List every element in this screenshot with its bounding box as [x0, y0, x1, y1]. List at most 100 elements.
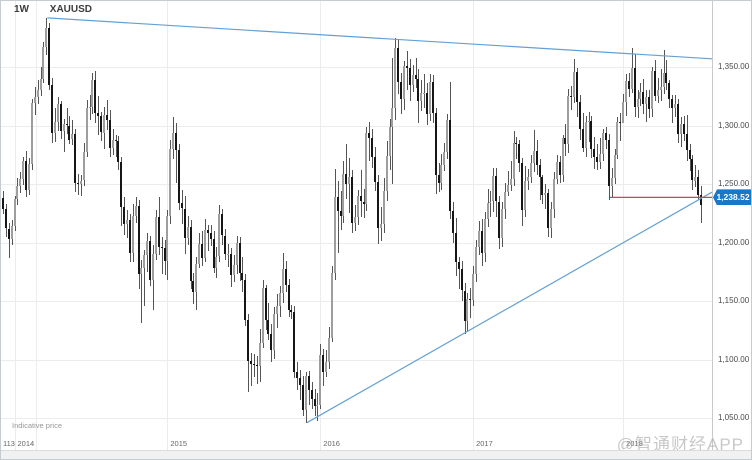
candle-wick — [406, 50, 408, 91]
candle-body — [28, 164, 30, 190]
candle-body — [137, 206, 140, 275]
candle-body — [397, 48, 400, 83]
candle-body — [426, 92, 428, 114]
candle-body — [662, 72, 665, 87]
candle-body — [154, 216, 157, 255]
candle-wick — [369, 122, 371, 161]
candle-body — [299, 378, 302, 386]
price-tick-label: 1,350.00 — [718, 62, 750, 71]
candle-body — [394, 48, 397, 108]
candle-body — [653, 70, 656, 97]
watermark: @智通财经APP — [616, 435, 744, 454]
candle-wick — [663, 49, 665, 94]
candle-body — [590, 120, 593, 149]
candle-body — [169, 148, 172, 216]
candle-body — [316, 405, 319, 407]
candle-body — [25, 160, 28, 190]
descending-resistance-trendline[interactable] — [47, 17, 712, 60]
candle-body — [472, 274, 475, 300]
candle-body — [353, 216, 356, 223]
candle-body — [4, 208, 7, 229]
candle-body — [676, 104, 679, 134]
candle-wick — [251, 352, 252, 387]
h-gridline — [1, 184, 712, 185]
candle-body — [625, 81, 627, 103]
candle-body — [564, 138, 567, 145]
candle-body — [417, 78, 420, 101]
candle-body — [152, 254, 154, 280]
year-tick-label: 2014 — [17, 439, 35, 448]
candle-wick — [657, 77, 659, 104]
candle-body — [454, 233, 457, 263]
candle-body — [201, 243, 203, 258]
candle-body — [501, 208, 503, 238]
candle-body — [700, 194, 702, 205]
candle-body — [651, 70, 653, 110]
candle-body — [157, 216, 160, 248]
candle-body — [489, 201, 492, 203]
candle-body — [267, 319, 270, 334]
candle-body — [163, 248, 166, 262]
candle-body — [227, 254, 229, 256]
candle-body — [604, 132, 607, 140]
candle-wick — [600, 138, 601, 169]
candle-wick — [539, 159, 541, 201]
candle-body — [232, 264, 235, 276]
chart-plot-area[interactable]: 1W XAUUSD Indicative price 2014 2015 2016 2… — [1, 1, 712, 450]
candle-body — [437, 174, 440, 183]
candle-body — [685, 133, 688, 151]
candle-body — [371, 138, 374, 158]
candle-body — [570, 96, 573, 98]
candle-wick — [424, 74, 426, 108]
year-tick-label: 2015 — [170, 439, 188, 448]
candle-wick — [620, 112, 622, 141]
candle-body — [252, 364, 255, 366]
candle-wick — [660, 69, 662, 101]
candle-body — [443, 152, 446, 166]
candle-body — [596, 157, 599, 162]
candle-body — [512, 143, 515, 180]
candle-body — [544, 193, 547, 195]
candle-body — [290, 310, 293, 312]
candle-body — [356, 195, 359, 217]
candle-body — [140, 268, 143, 274]
candle-body — [587, 120, 590, 122]
candle-body — [506, 185, 509, 193]
ascending-support-trendline[interactable] — [306, 191, 712, 424]
candle-body — [601, 132, 604, 154]
candle-body — [45, 28, 48, 48]
candle-wick — [106, 99, 108, 131]
candle-body — [13, 199, 16, 227]
candle-body — [325, 361, 327, 373]
candle-body — [463, 290, 466, 321]
candle-body — [287, 284, 290, 311]
candle-body — [388, 126, 391, 156]
candle-body — [7, 228, 10, 239]
price-axis[interactable]: 1,238.52 1,350.00 1,300.00 1,250.00 1,200.0… — [712, 1, 751, 450]
candle-body — [550, 208, 552, 229]
candle-body — [302, 385, 304, 410]
candle-body — [679, 124, 682, 134]
candle-body — [402, 65, 405, 99]
candle-body — [53, 122, 56, 133]
candle-body — [296, 372, 299, 379]
candle-body — [195, 263, 198, 292]
candle-body — [379, 223, 382, 229]
candle-wick — [646, 90, 648, 122]
candle-wick — [144, 249, 146, 306]
candle-wick — [78, 173, 79, 195]
candle-body — [71, 133, 74, 140]
candle-wick — [337, 180, 339, 253]
candle-body — [561, 138, 564, 175]
candle-body — [192, 281, 195, 292]
candle-body — [405, 65, 408, 69]
candle-body — [362, 201, 365, 204]
candle-body — [593, 148, 596, 158]
candle-body — [339, 210, 342, 216]
candle-body — [293, 311, 296, 373]
candle-body — [333, 196, 336, 273]
candle-body — [105, 115, 108, 120]
symbol-label: XAUUSD — [49, 4, 93, 15]
candle-body — [391, 107, 394, 127]
candle-wick — [141, 260, 143, 324]
